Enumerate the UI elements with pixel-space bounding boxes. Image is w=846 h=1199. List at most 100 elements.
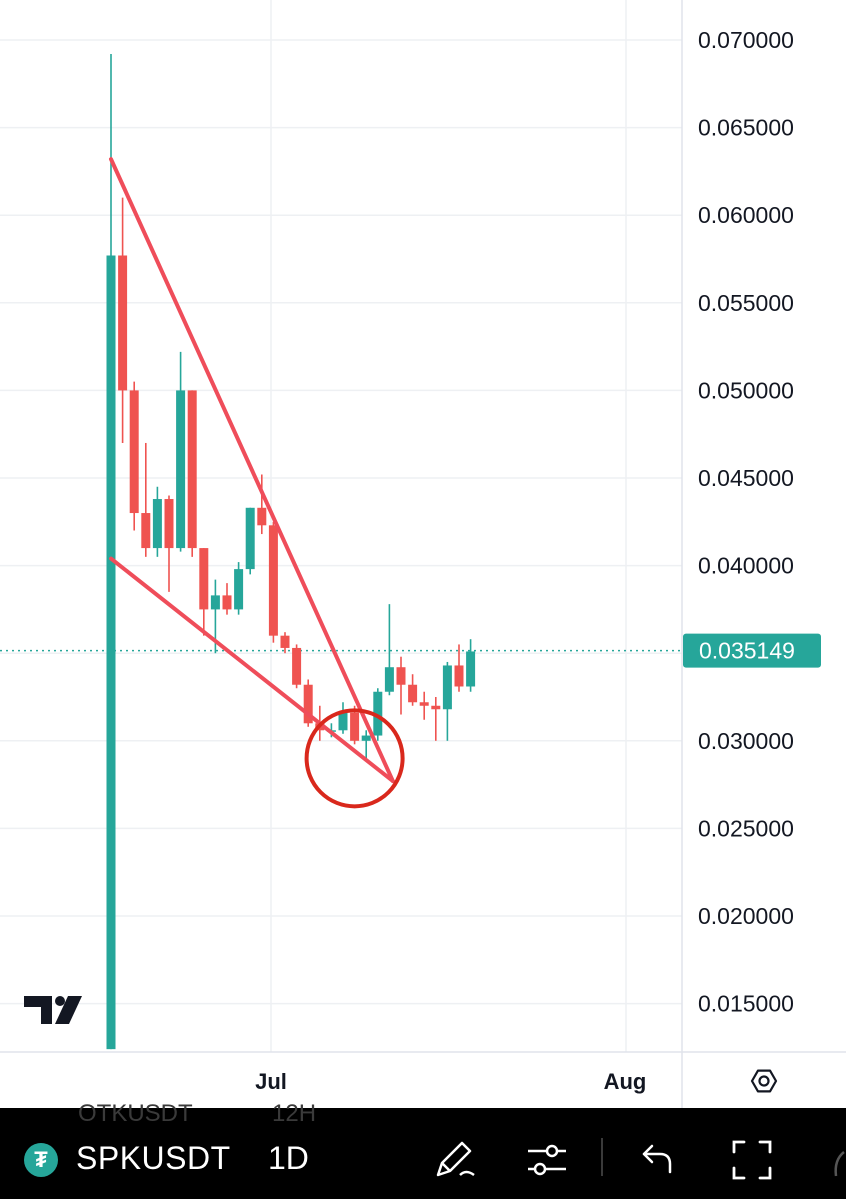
annotation-circle	[304, 708, 405, 809]
axis-borders	[0, 0, 846, 1108]
candle-down	[222, 583, 232, 615]
candle-body	[118, 255, 128, 391]
tradingview-logo-slash	[55, 996, 82, 1024]
time-tick-label: Jul	[255, 1069, 287, 1094]
candle-body	[129, 390, 139, 514]
candle-body	[384, 667, 394, 692]
candle-body	[234, 569, 244, 610]
undo-icon[interactable]	[640, 1142, 674, 1176]
candle-down	[164, 495, 174, 592]
candle-up	[152, 486, 162, 557]
candle-body	[303, 684, 313, 724]
price-tick-label: 0.050000	[698, 377, 794, 403]
tether-icon[interactable]: ₮	[24, 1143, 58, 1177]
price-axis[interactable]: 0.070000 0.065000 0.060000 0.055000 0.050000…	[698, 27, 794, 1017]
candle-body	[106, 255, 116, 1050]
price-tick-label: 0.070000	[698, 27, 794, 53]
chart-area[interactable]: 0.070000 0.065000 0.060000 0.055000 0.050000…	[0, 0, 846, 1108]
price-tick-label: 0.030000	[698, 728, 794, 754]
candle-up	[384, 604, 394, 696]
candle-body	[396, 667, 406, 685]
candle-body	[454, 665, 464, 687]
candle-down	[118, 197, 128, 443]
time-tick-label: Aug	[604, 1069, 647, 1094]
candle-body	[141, 513, 151, 549]
tradingview-logo-dot	[55, 996, 65, 1006]
price-tick-label: 0.040000	[698, 553, 794, 579]
fullscreen-icon[interactable]	[730, 1138, 774, 1182]
bottom-toolbar	[0, 1108, 846, 1199]
candle-body	[292, 647, 302, 685]
candle-down	[141, 442, 151, 557]
candle-up	[466, 639, 476, 692]
candle-body	[164, 499, 174, 549]
candle-body	[419, 702, 429, 706]
candle-down	[129, 381, 139, 531]
candle-body	[408, 684, 418, 703]
candle-body	[338, 712, 348, 731]
price-tick-label: 0.045000	[698, 465, 794, 491]
candle-body	[199, 548, 209, 610]
price-tick-label: 0.025000	[698, 815, 794, 841]
candle-down	[280, 632, 290, 654]
candle-body	[280, 635, 290, 648]
candle-body	[222, 595, 232, 610]
ghost-watchlist-interval: 12H	[272, 1100, 317, 1127]
time-axis[interactable]: Jul Aug	[255, 1069, 646, 1094]
upper-trendline	[109, 157, 395, 784]
candle-body	[350, 712, 360, 741]
price-chart[interactable]: 0.070000 0.065000 0.060000 0.055000 0.050000…	[0, 0, 846, 1108]
candle-body	[210, 595, 220, 610]
candle-up	[106, 54, 116, 1050]
candle-up	[176, 351, 186, 552]
candle-down	[454, 644, 464, 692]
candle-up	[442, 661, 452, 741]
grid-lines	[0, 0, 682, 1052]
candle-body	[442, 665, 452, 710]
candle-down	[419, 691, 429, 720]
sliders-icon[interactable]	[524, 1138, 570, 1182]
last-price-badge-bg	[683, 633, 821, 668]
candle-body	[361, 735, 371, 741]
tradingview-logo[interactable]	[24, 996, 82, 1024]
last-price-label: 0.035149	[699, 638, 795, 664]
candle-down	[292, 644, 302, 689]
gear-icon[interactable]	[750, 1069, 778, 1093]
candle-down	[268, 521, 278, 643]
candle-up	[338, 702, 348, 734]
price-tick-label: 0.015000	[698, 991, 794, 1017]
tradingview-logo-mark	[24, 996, 52, 1024]
candle-down	[408, 674, 418, 706]
drawings[interactable]	[109, 157, 405, 809]
candle-up	[245, 507, 255, 575]
candle-up	[361, 730, 371, 759]
candles	[106, 54, 476, 1050]
candle-body	[268, 525, 278, 636]
pencil-icon[interactable]	[430, 1135, 478, 1183]
candle-body	[373, 691, 383, 736]
lower-trendline	[109, 556, 395, 784]
candle-body	[152, 499, 162, 549]
toolbar-divider	[601, 1138, 603, 1176]
candle-down	[431, 697, 441, 741]
candle-down	[187, 390, 197, 557]
ghost-watchlist-symbol: OTKUSDT	[78, 1100, 193, 1127]
candle-down	[199, 548, 209, 636]
candle-body	[431, 705, 441, 710]
price-tick-label: 0.055000	[698, 290, 794, 316]
candle-up	[234, 562, 244, 615]
symbol-button[interactable]: SPKUSDT	[76, 1140, 231, 1176]
partial-icon	[834, 1151, 845, 1177]
candle-down	[303, 679, 313, 727]
price-tick-label: 0.020000	[698, 903, 794, 929]
candle-down	[257, 474, 267, 535]
candle-body	[176, 390, 186, 549]
candle-body	[187, 390, 197, 549]
candle-body	[466, 651, 476, 687]
last-price-badge: 0.035149	[683, 633, 821, 668]
candle-body	[245, 507, 255, 570]
interval-button[interactable]: 1D	[268, 1140, 309, 1176]
candle-body	[257, 507, 267, 526]
price-tick-label: 0.060000	[698, 202, 794, 228]
candle-down	[396, 656, 406, 715]
